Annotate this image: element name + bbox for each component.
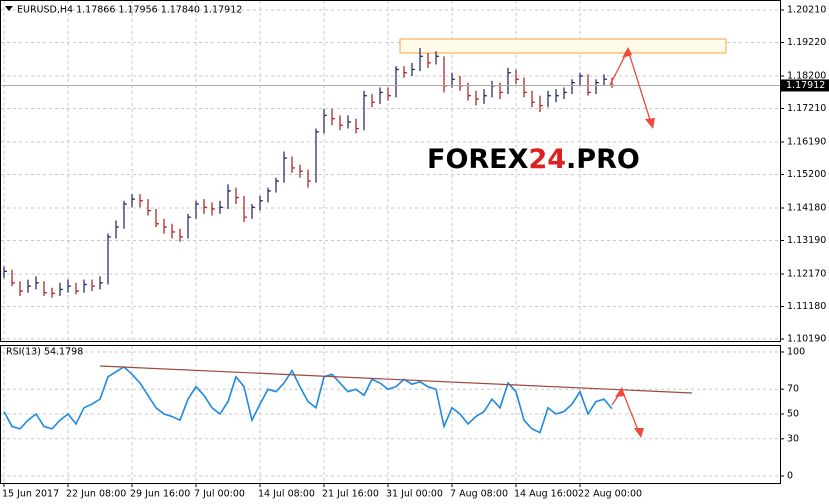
x-tick-label: 29 Jun 16:00 [130,489,190,500]
grids [1,1,780,483]
y-tick-label: 70 [787,384,799,395]
rsi-line [3,365,613,434]
last-price-label: 1.17912 [786,80,825,91]
watermark-part: FOREX [427,144,529,175]
x-tick-label: 21 Jul 16:00 [322,489,379,500]
resistance-zone [399,38,727,54]
y-tick-label: 1.16190 [787,136,826,147]
watermark-part: 24 [528,144,566,175]
watermark-part: .PRO [566,144,640,175]
y-tick-label: 1.15200 [787,169,826,180]
x-tick-label: 7 Jul 00:00 [194,489,245,500]
watermark: FOREX24.PRO [427,144,640,175]
rsi-title: RSI(13) 54.1798 [6,347,83,358]
y-tick-label: 1.11180 [787,301,826,312]
rsi-trendline [99,365,693,394]
y-tick-label: 1.17210 [787,103,826,114]
y-tick-label: 1.19220 [787,37,826,48]
x-tick-label: 22 Jun 08:00 [66,489,126,500]
y-tick-label: 100 [787,347,805,358]
y-tick-label: 1.20210 [787,5,826,16]
x-tick-label: 22 Aug 00:00 [578,489,642,500]
arrow-head [615,387,625,397]
y-tick-label: 1.13190 [787,235,826,246]
y-tick-label: 1.10190 [787,334,826,345]
x-tick-label: 15 Jun 2017 [2,489,59,500]
x-tick-label: 14 Aug 16:00 [514,489,578,500]
arrow-head [622,47,632,58]
y-tick-label: 50 [787,409,799,420]
y-tick-label: 30 [787,433,799,444]
x-tick-label: 14 Jul 08:00 [258,489,315,500]
y-tick-label: 1.12170 [787,268,826,279]
last-price-box [781,79,829,92]
y-tick-label: 0 [787,471,793,482]
y-tick-label: 1.14180 [787,202,826,213]
marks [1,48,780,434]
price-frame [0,0,781,342]
arrow-head [634,428,644,438]
arrow-head [645,118,655,129]
x-tick-label: 31 Jul 00:00 [386,489,443,500]
chart-title: EURUSD,H4 1.17866 1.17956 1.17840 1.1791… [17,5,242,16]
x-tick-label: 7 Aug 08:00 [450,489,508,500]
y-tick-label: 1.18200 [787,70,826,81]
menu-triangle [5,6,13,11]
